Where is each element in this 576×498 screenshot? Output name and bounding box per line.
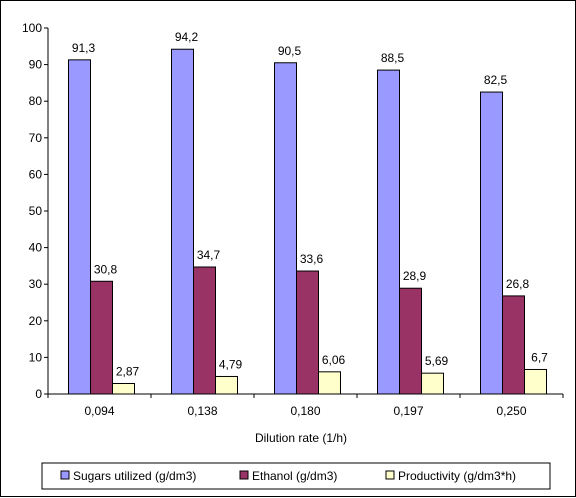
data-label: 34,7: [197, 248, 221, 262]
legend-swatch: [239, 470, 249, 480]
data-label: 6,06: [322, 353, 346, 367]
legend-swatch: [60, 470, 70, 480]
data-label: 4,79: [219, 357, 243, 371]
data-label: 82,5: [484, 73, 508, 87]
legend-label: Sugars utilized (g/dm3): [73, 469, 196, 483]
data-label: 88,5: [381, 51, 405, 65]
bar: [193, 266, 216, 395]
x-tick-label: 0,094: [84, 404, 114, 418]
bar: [421, 372, 444, 395]
data-label: 6,7: [531, 350, 548, 364]
y-tick-label: 70: [29, 131, 43, 145]
y-tick-label: 40: [29, 241, 43, 255]
data-label: 5,69: [425, 354, 449, 368]
y-tick-label: 30: [29, 277, 43, 291]
bar: [524, 368, 547, 395]
y-tick-label: 50: [29, 204, 43, 218]
bar: [215, 375, 238, 395]
data-label: 30,8: [94, 262, 118, 276]
data-label: 91,3: [72, 41, 96, 55]
y-tick-label: 80: [29, 94, 43, 108]
x-tick-label: 0,138: [187, 404, 217, 418]
y-tick-label: 20: [29, 314, 43, 328]
x-tick-label: 0,180: [290, 404, 320, 418]
bar: [296, 270, 319, 395]
x-axis-title: Dilution rate (1/h): [255, 431, 347, 445]
bar: [377, 69, 400, 395]
bar: [171, 48, 194, 395]
bar: [68, 59, 91, 395]
bar: [399, 287, 422, 395]
y-tick-label: 60: [29, 167, 43, 181]
data-label: 90,5: [278, 44, 302, 58]
bar: [90, 280, 113, 395]
legend: Sugars utilized (g/dm3) Ethanol (g/dm3) Pr…: [41, 462, 551, 490]
plot-area: 0 10 20 30 40 50 60 70 80 90 100 0,094 91,3 30,8 2,87 0…: [22, 21, 564, 418]
x-tick-label: 0,250: [496, 404, 526, 418]
data-label: 94,2: [175, 30, 199, 44]
y-tick-label: 90: [29, 58, 43, 72]
data-label: 26,8: [506, 277, 530, 291]
data-label: 28,9: [403, 269, 427, 283]
bar: [502, 295, 525, 395]
y-tick-label: 100: [22, 21, 42, 35]
bar: [318, 371, 341, 395]
bar: [112, 382, 135, 395]
y-tick-label: 10: [29, 350, 43, 364]
bar: [274, 62, 297, 395]
y-tick-label: 0: [35, 387, 42, 401]
data-label: 33,6: [300, 252, 324, 266]
legend-box: [41, 462, 551, 490]
data-label: 2,87: [116, 364, 140, 378]
legend-swatch: [385, 470, 395, 480]
legend-label: Ethanol (g/dm3): [252, 469, 337, 483]
bar: [480, 91, 503, 395]
legend-label: Productivity (g/dm3*h): [398, 469, 516, 483]
x-tick-label: 0,197: [393, 404, 423, 418]
